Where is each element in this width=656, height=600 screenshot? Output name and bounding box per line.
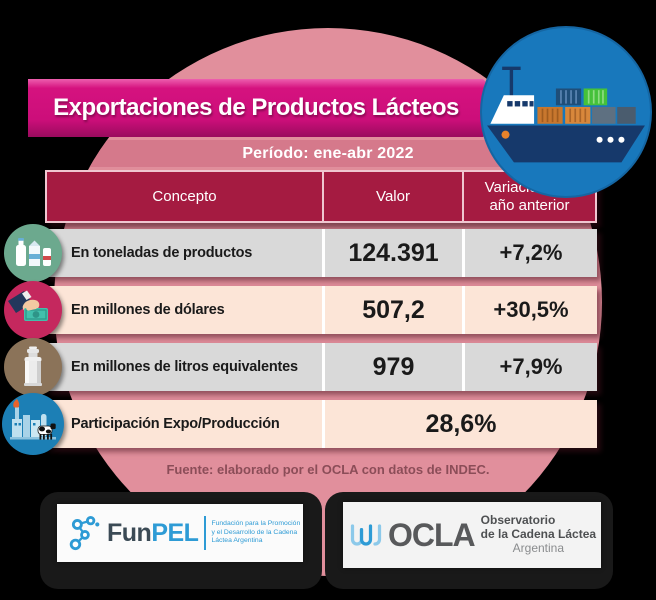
ocla-subtitle-line2: de la Cadena Láctea [480,527,597,542]
funpel-wordmark: FunPEL [107,518,199,548]
factory-cow-icon [2,393,64,455]
funpel-tagline-line2: y el Desarrollo de la Cadena [211,528,298,536]
row-concepto: En toneladas de productos [71,245,253,261]
page-title: Exportaciones de Productos Lácteos [53,94,459,121]
title-banner: Exportaciones de Productos Lácteos [28,79,512,137]
row-valor: 979 [322,343,462,391]
funpel-tagline: Fundación para la Promoción y el Desarro… [211,520,300,546]
ocla-wave-icon [350,524,382,546]
row-variacion: +7,9% [462,343,597,391]
table-row-dolares: En millones de dólares 507,2 +30,5% [45,286,597,334]
ocla-subtitle-line1: Observatorio [480,513,556,528]
ocla-logo: OCLA Observatorio de la Cadena Láctea Ar… [343,502,601,568]
row-concepto: Participación Expo/Producción [71,416,280,432]
row-valor: 507,2 [322,286,462,334]
table-row-participacion: Participación Expo/Producción 28,6% [45,400,597,448]
funpel-wordmark-blue: PEL [151,518,199,547]
money-hand-graphic [8,290,48,321]
funpel-tagline-line3: Láctea Argentina [211,537,263,545]
row-valor-merged: 28,6% [322,400,597,448]
cargo-ship-graphic [487,66,645,163]
funpel-network-icon [69,515,100,551]
factory-cow-graphic [10,399,56,440]
table-row-toneladas: En toneladas de productos 124.391 +7,2% [45,229,597,277]
source-note: Fuente: elaborado por el OCLA con datos … [166,462,490,477]
ocla-wordmark: OCLA [388,516,476,553]
table-row-litros: En millones de litros equivalentes 979 +… [45,343,597,391]
milk-churn-icon [4,338,62,396]
funpel-divider [204,516,207,550]
row-concepto: En millones de litros equivalentes [71,359,298,375]
funpel-tagline-line1: Fundación para la Promoción [211,519,301,527]
ocla-subtitle: Observatorio de la Cadena Láctea Argenti… [480,513,597,555]
table-header: Concepto Valor Variación con año anterio… [45,170,597,223]
money-hand-icon [4,281,62,339]
funpel-logo: FunPEL Fundación para la Promoción y el … [57,504,303,562]
ocla-subtitle-line3: Argentina [512,540,565,555]
header-valor: Valor [322,172,462,221]
milk-churn-graphic [24,346,42,386]
dairy-products-graphic [16,238,51,266]
row-variacion: +7,2% [462,229,597,277]
dairy-products-icon [4,224,62,282]
period-label: Período: ene-abr 2022 [242,144,414,162]
row-variacion: +30,5% [462,286,597,334]
funpel-wordmark-dark: Fun [107,518,152,547]
cargo-ship-icon [480,26,652,198]
row-concepto: En millones de dólares [71,302,225,318]
header-concepto: Concepto [152,187,217,205]
row-valor: 124.391 [322,229,462,277]
